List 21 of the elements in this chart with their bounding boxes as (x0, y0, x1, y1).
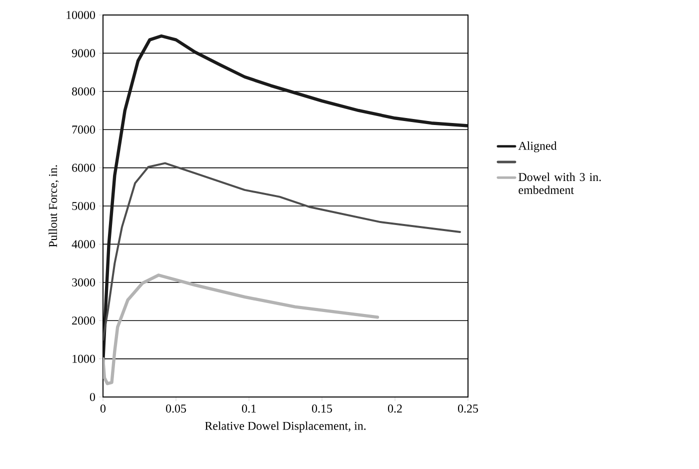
y-tick-label: 0 (90, 392, 96, 402)
y-axis-title: Pullout Force, in. (48, 165, 59, 248)
legend-label: Aligned (518, 141, 557, 152)
y-tick-label: 2000 (72, 316, 96, 325)
legend-label: Dowel with 3 in. embedment (518, 172, 601, 194)
x-tick-label: 0 (100, 404, 106, 413)
y-tick-label: 5000 (72, 202, 96, 210)
y-tick-label: 6000 (72, 164, 96, 172)
x-axis-title: Relative Dowel Displacement, in. (205, 421, 366, 432)
x-tick-label: 0.15 (312, 404, 332, 413)
x-tick-label: 0.2 (388, 404, 402, 413)
y-tick-label: 10000 (66, 10, 96, 20)
y-tick-label: 3000 (72, 278, 96, 286)
y-tick-label: 9000 (72, 49, 96, 58)
x-tick-label: 0.25 (458, 404, 478, 413)
x-tick-label: 0.1 (242, 404, 256, 413)
y-tick-label: 8000 (72, 87, 96, 96)
y-tick-label: 4000 (72, 240, 96, 248)
y-tick-label: 1000 (72, 354, 96, 363)
y-tick-label: 7000 (72, 126, 96, 134)
x-tick-label: 0.05 (166, 404, 186, 413)
